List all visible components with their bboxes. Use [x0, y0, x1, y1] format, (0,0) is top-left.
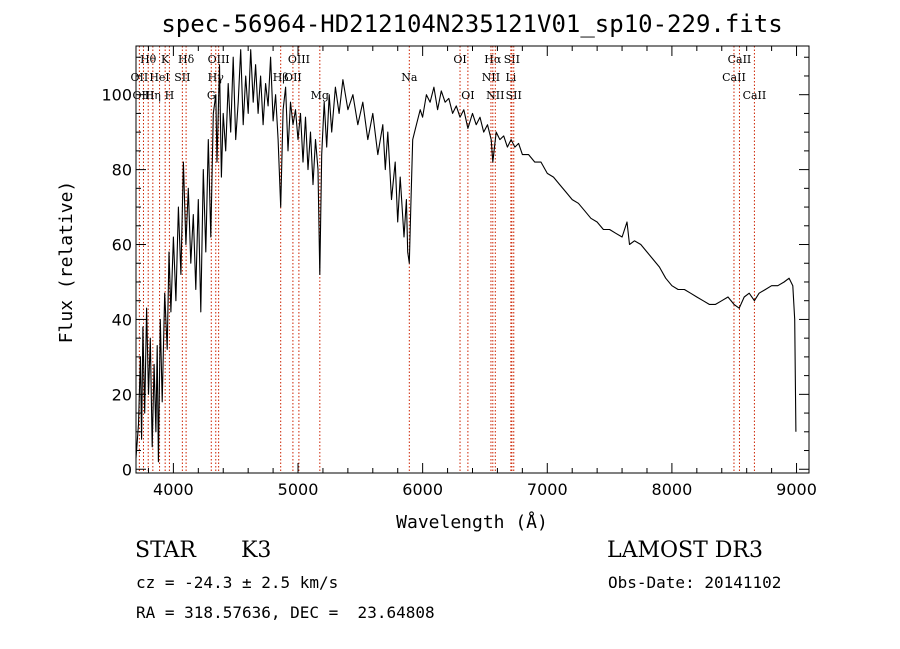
line-marker-label: Li	[505, 71, 516, 84]
spectral-line-markers: HθOIIOIIIKHeIHηHδSIIHOIIIHγGOIIIOIIHβMgN…	[131, 46, 767, 473]
y-tick-label: 100	[101, 86, 132, 105]
redshift-cz: cz = -24.3 ± 2.5 km/s	[136, 573, 339, 592]
line-marker-label: OII	[284, 71, 302, 84]
line-marker-label: Mg	[311, 89, 329, 102]
y-tick-label: 40	[112, 310, 132, 329]
line-marker-label: OIII	[132, 89, 154, 102]
x-tick-label: 4000	[153, 480, 194, 499]
line-marker-label: Na	[401, 71, 418, 84]
chart-title: spec-56964-HD212104N235121V01_sp10-229.f…	[161, 10, 782, 38]
spectrum-series	[135, 49, 797, 463]
axis-ticks: 4000 5000 6000 7000 8000 9000 0 20 40 60 80 100	[101, 46, 817, 499]
y-tick-label: 20	[112, 385, 132, 404]
x-tick-label: 7000	[527, 480, 568, 499]
object-class: STAR	[135, 538, 196, 563]
line-marker-label: NII	[482, 71, 500, 84]
plot-frame	[135, 45, 810, 474]
sky-coordinates: RA = 318.57636, DEC = 23.64808	[136, 603, 435, 622]
line-marker-label: H	[165, 89, 175, 102]
line-marker-label: OIII	[288, 53, 310, 66]
line-marker-label: K	[161, 53, 170, 66]
x-tick-label: 6000	[402, 480, 443, 499]
line-marker-label: Hγ	[208, 71, 225, 84]
x-tick-label: 5000	[278, 480, 319, 499]
line-marker-label: OI	[453, 53, 466, 66]
survey-name: LAMOST DR3	[607, 538, 763, 563]
line-marker-label: NII	[486, 89, 504, 102]
spectrum-line-0	[135, 49, 797, 463]
line-marker-label: SII	[506, 89, 522, 102]
line-marker-label: Hδ	[178, 53, 195, 66]
line-marker-label: G	[207, 89, 216, 102]
line-marker-label: CaII	[743, 89, 767, 102]
line-marker-label: Hα	[484, 53, 502, 66]
x-tick-label: 9000	[776, 480, 817, 499]
line-marker-label: OI	[461, 89, 474, 102]
x-axis-label: Wavelength (Å)	[396, 511, 548, 533]
line-marker-label: SII	[504, 53, 520, 66]
line-marker-label: OII	[131, 71, 149, 84]
x-tick-label: 8000	[652, 480, 693, 499]
y-tick-label: 0	[122, 460, 132, 479]
y-tick-label: 80	[112, 161, 132, 180]
y-tick-label: 60	[112, 236, 132, 255]
y-axis-label: Flux (relative)	[56, 181, 77, 344]
line-marker-label: OIII	[208, 53, 230, 66]
line-marker-label: Hθ	[140, 53, 157, 66]
observation-date: Obs-Date: 20141102	[608, 573, 782, 592]
line-marker-label: HeI	[149, 71, 169, 84]
line-marker-label: CaII	[722, 71, 746, 84]
line-marker-label: CaII	[728, 53, 752, 66]
object-subclass: K3	[241, 538, 272, 563]
line-marker-label: Hβ	[273, 71, 289, 84]
line-marker-label: SII	[174, 71, 190, 84]
line-marker-label: Hη	[145, 89, 161, 102]
